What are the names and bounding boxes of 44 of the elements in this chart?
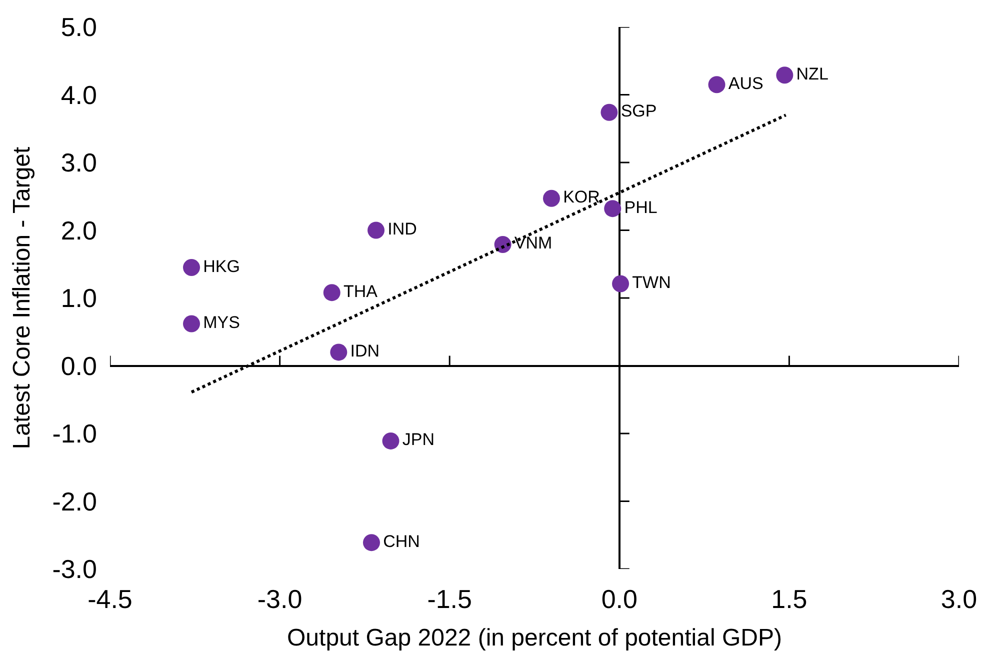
point	[363, 534, 380, 552]
x-tick-label: 3.0	[940, 584, 978, 614]
data-label: JPN	[402, 430, 434, 450]
data-label: TWN	[632, 273, 671, 292]
data-label: IDN	[350, 341, 380, 360]
y-tick-label: -1.0	[52, 418, 97, 449]
x-tick-label: -4.5	[88, 584, 132, 614]
data-label: CHN	[383, 532, 420, 551]
point	[600, 104, 618, 121]
data-label: NZL	[796, 64, 828, 84]
y-axis-title: Latest Core Inflation - Target	[8, 146, 36, 450]
point	[183, 259, 200, 276]
data-label: VNM	[514, 234, 552, 253]
y-tick-label: 3.0	[60, 148, 97, 178]
data-label: IND	[388, 220, 417, 238]
y-tick-label: -3.0	[52, 554, 97, 584]
point	[542, 190, 560, 207]
data-label: HKG	[203, 256, 240, 276]
point	[183, 315, 200, 332]
x-tick-label: -1.5	[427, 584, 472, 614]
y-tick-label: 5.0	[60, 12, 97, 42]
y-tick-label: 1.0	[60, 283, 97, 314]
point	[382, 432, 400, 450]
x-axis-title: Output Gap 2022 (in percent of potential GDP)	[287, 624, 782, 652]
x-tick-label: 1.5	[771, 584, 808, 614]
x-tick-label: -3.0	[257, 584, 302, 614]
point	[604, 200, 622, 218]
point	[330, 344, 348, 361]
y-tick-label: -2.0	[52, 486, 97, 516]
point	[776, 66, 794, 84]
y-tick-label: 2.0	[60, 215, 97, 246]
x-tick-label: 0.0	[601, 584, 638, 614]
y-tick-label: 0.0	[60, 350, 97, 381]
data-label: KOR	[563, 188, 600, 207]
y-tick-label: 4.0	[60, 80, 97, 110]
point	[323, 284, 340, 302]
data-label: AUS	[728, 74, 764, 93]
data-label: THA	[343, 282, 378, 301]
data-label: PHL	[624, 198, 658, 217]
data-label: SGP	[620, 102, 657, 121]
point	[368, 222, 385, 239]
point	[708, 76, 726, 94]
data-label: MYS	[203, 313, 240, 332]
point	[612, 275, 630, 292]
